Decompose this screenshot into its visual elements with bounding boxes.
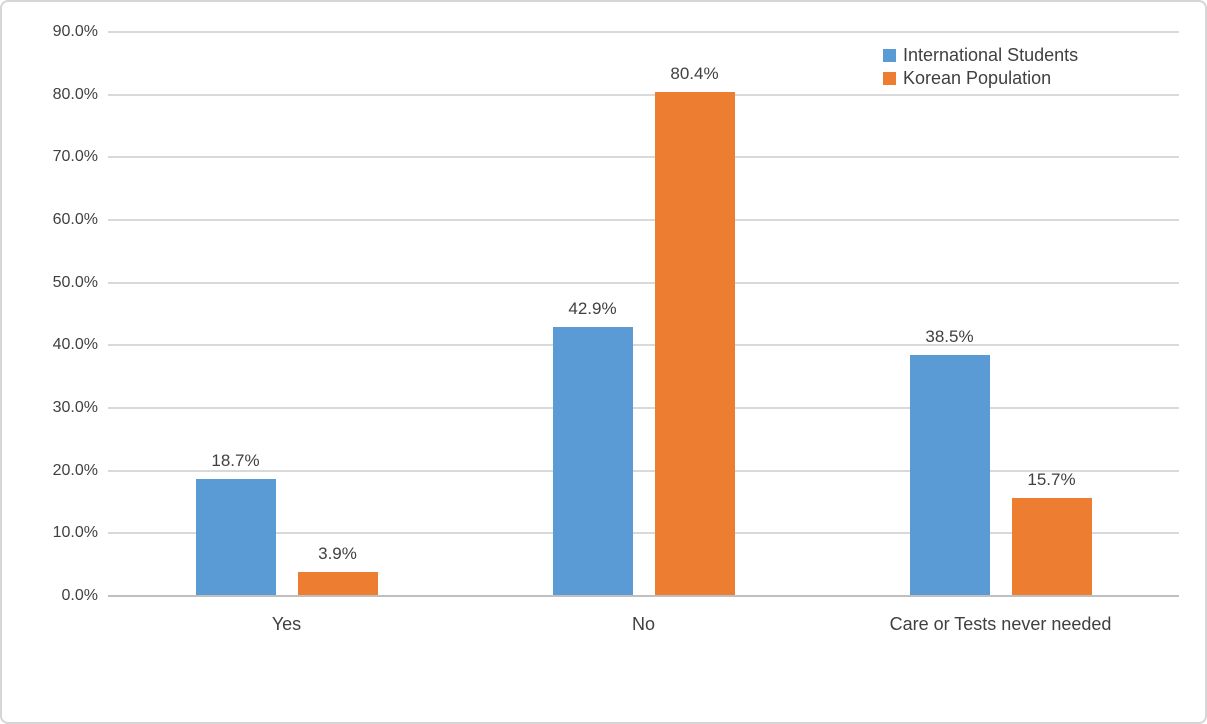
gridline [108, 407, 1179, 409]
y-axis-tick-label: 90.0% [52, 23, 98, 40]
legend-swatch-icon [883, 72, 896, 85]
y-axis-tick-label: 80.0% [52, 85, 98, 103]
bar-international-students [195, 478, 276, 595]
bar-international-students [552, 327, 633, 595]
bar-korean-population [654, 92, 735, 595]
data-label: 15.7% [1027, 469, 1076, 489]
y-axis-tick-label: 0.0% [61, 587, 98, 604]
legend-label: International Students [903, 45, 1079, 65]
y-axis-tick-label: 30.0% [52, 399, 98, 416]
gridline [108, 344, 1179, 347]
y-axis-tick-label: 40.0% [52, 336, 98, 354]
data-label: 3.9% [318, 543, 357, 563]
bar-korean-population [297, 571, 378, 595]
gridline [108, 156, 1179, 159]
legend-item: International Students [883, 44, 1078, 67]
x-axis-category-label: No [631, 614, 655, 634]
gridline [108, 219, 1179, 221]
legend: International Students Korean Population [883, 44, 1078, 90]
x-axis-category-label: Care or Tests never needed [889, 614, 1112, 634]
data-label: 38.5% [925, 326, 974, 346]
data-label: 18.7% [211, 450, 260, 470]
data-label: 42.9% [568, 299, 617, 319]
gridline [108, 93, 1179, 96]
y-axis-tick-label: 10.0% [52, 524, 98, 542]
y-axis-tick-label: 70.0% [52, 148, 98, 166]
gridline [108, 469, 1179, 472]
legend-swatch-icon [883, 49, 896, 62]
x-axis-line [108, 595, 1179, 597]
gridline [108, 31, 1179, 33]
bar-korean-population [1011, 497, 1092, 595]
gridline [108, 532, 1179, 535]
legend-label: Korean Population [903, 68, 1052, 88]
data-label: 80.4% [670, 64, 719, 84]
bar-international-students [909, 354, 990, 595]
gridline [108, 281, 1179, 284]
y-axis-tick-label: 60.0% [52, 211, 98, 228]
legend-item: Korean Population [883, 67, 1078, 90]
y-axis-tick-label: 50.0% [52, 273, 98, 291]
y-axis-tick-label: 20.0% [52, 461, 98, 479]
x-axis-category-label: Yes [271, 614, 302, 634]
